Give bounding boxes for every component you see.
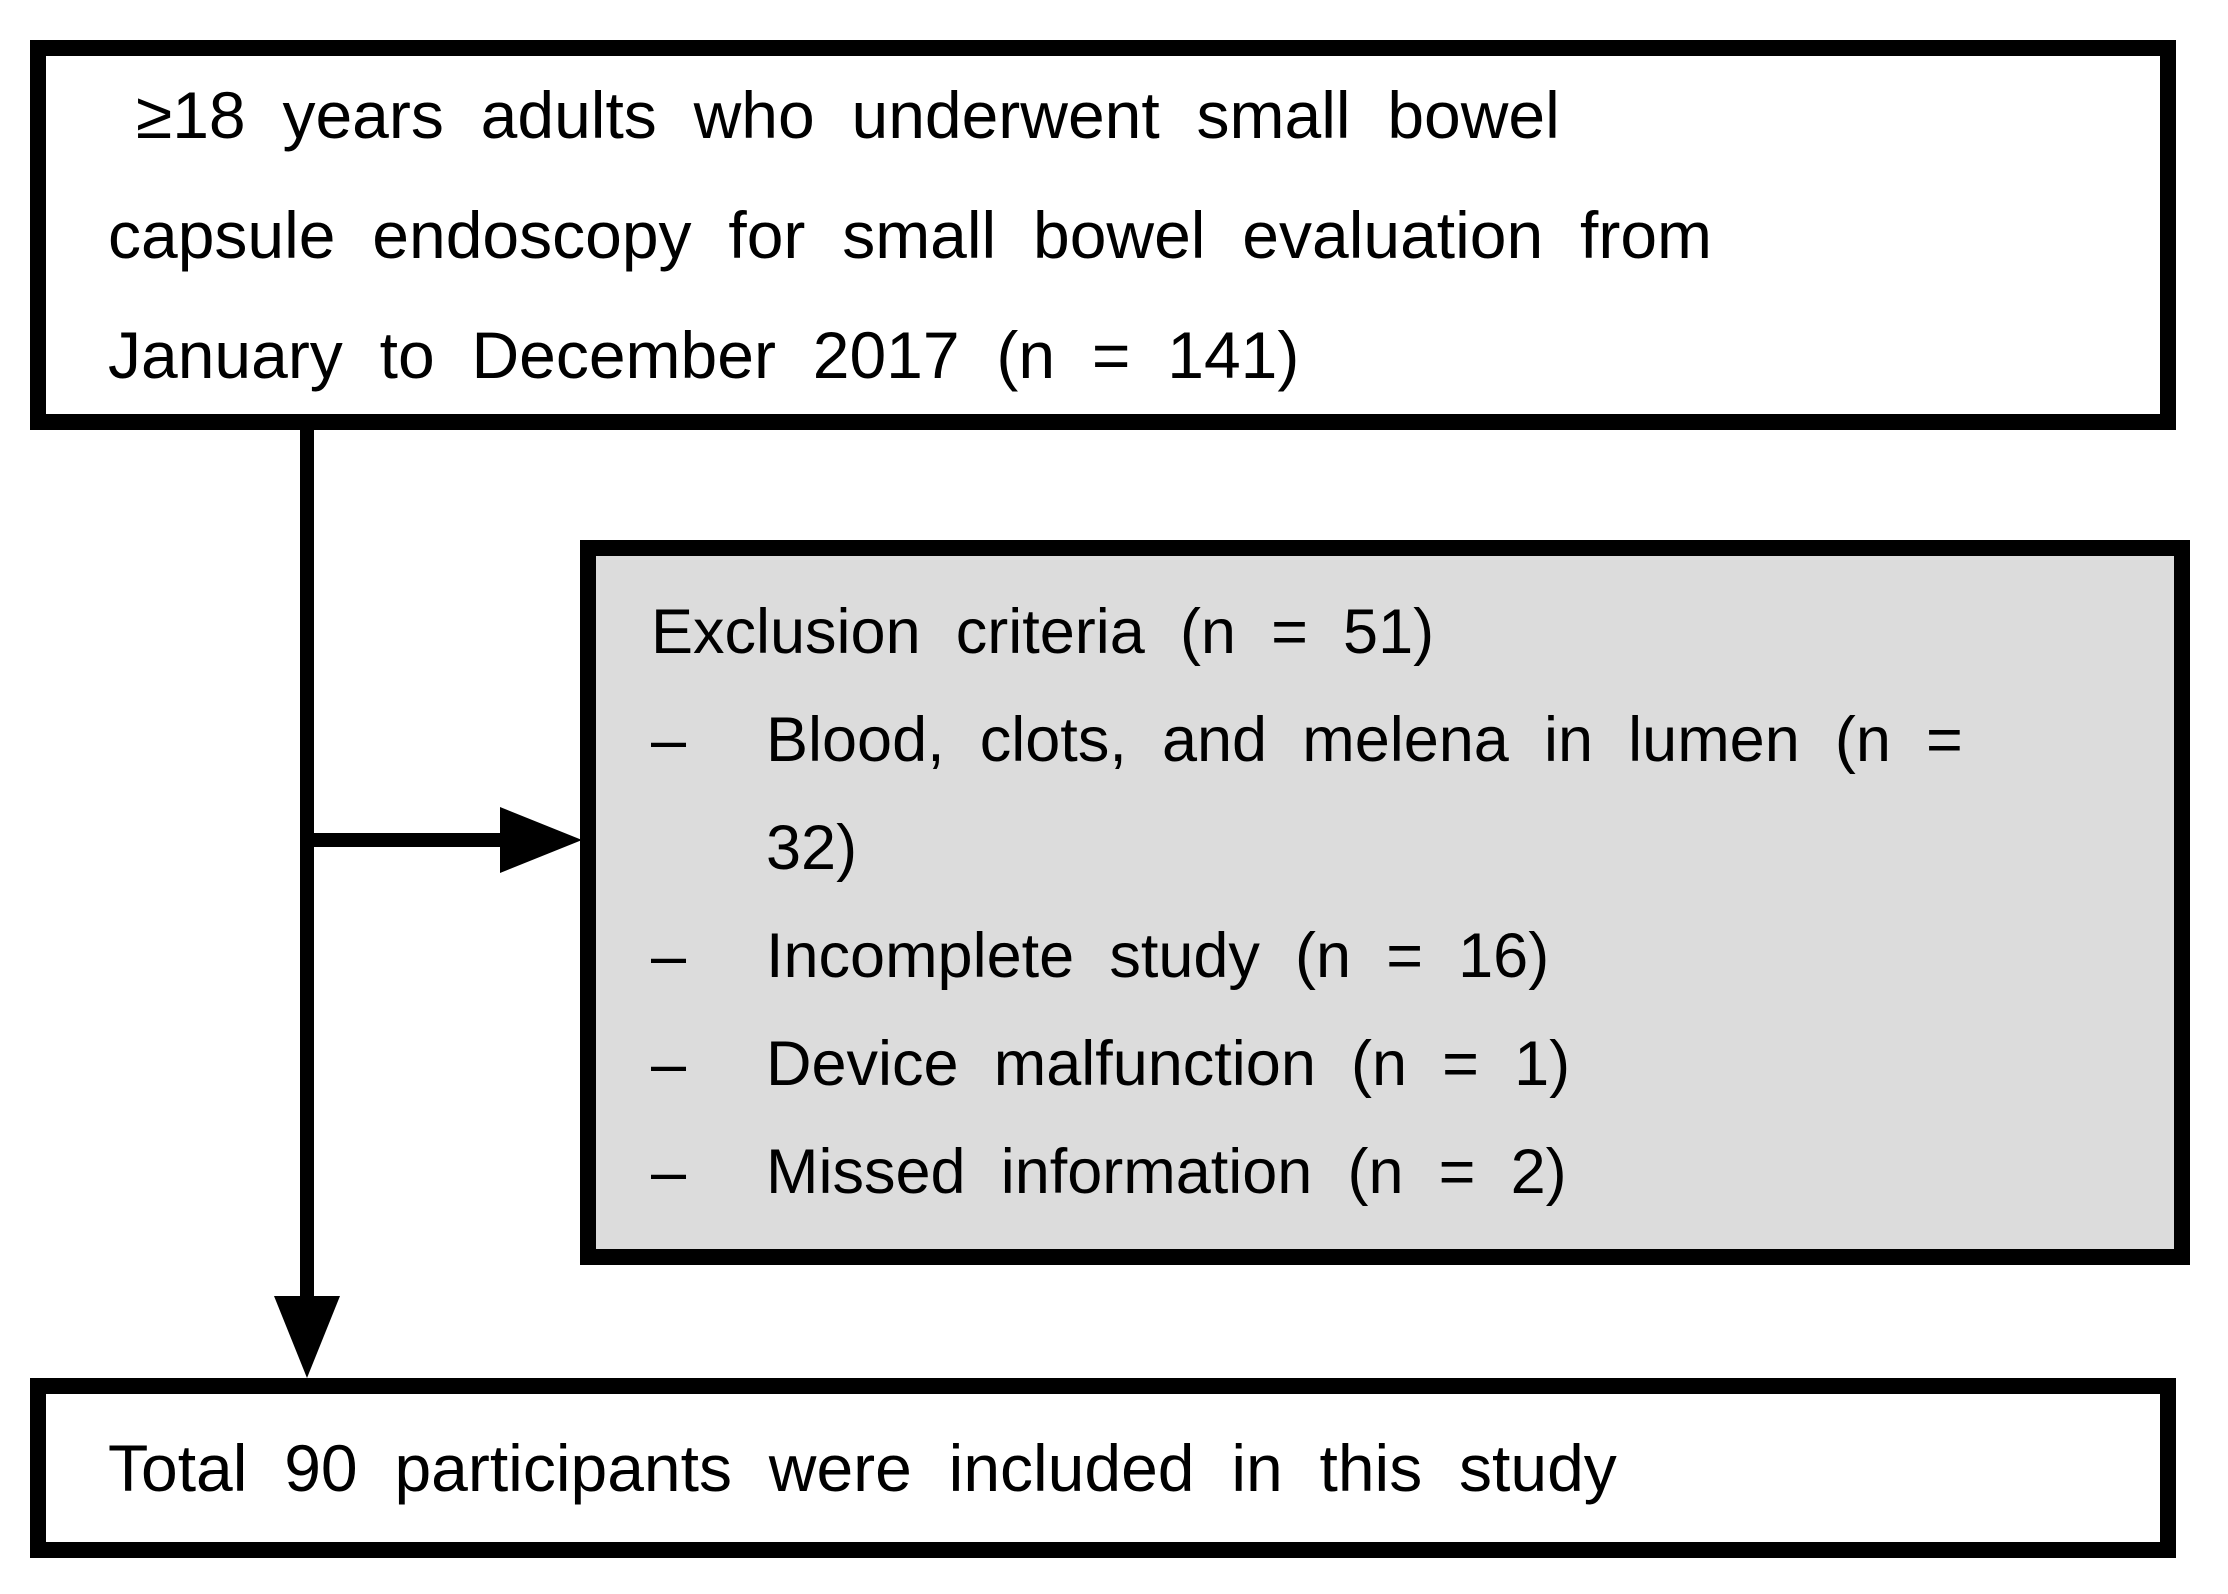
eligible-population-box: ≥18 years adults who underwent small bow… bbox=[30, 40, 2176, 430]
exclusion-item-text: Blood, clots, and melena in lumen (n = 3… bbox=[766, 705, 1963, 883]
exclusion-item: – Missed information (n = 2) bbox=[651, 1118, 2154, 1226]
exclusion-title: Exclusion criteria (n = 51) bbox=[651, 597, 1435, 667]
dash-bullet: – bbox=[651, 1137, 687, 1207]
dash-bullet: – bbox=[651, 705, 687, 775]
dash-bullet: – bbox=[651, 921, 687, 991]
right-arrowhead-icon bbox=[500, 807, 582, 873]
exclusion-item: – Device malfunction (n = 1) bbox=[651, 1010, 2154, 1118]
exclusion-item: – Incomplete study (n = 16) bbox=[651, 902, 2154, 1010]
dash-bullet: – bbox=[651, 1029, 687, 1099]
down-arrowhead-icon bbox=[274, 1296, 340, 1378]
exclusion-item-text: Incomplete study (n = 16) bbox=[766, 921, 1550, 991]
right-arrow-line bbox=[307, 833, 522, 847]
top-box-line-3: January to December 2017 (n = 141) bbox=[108, 318, 1300, 392]
bottom-box-text: Total 90 participants were included in t… bbox=[108, 1431, 1617, 1505]
exclusion-item: – Blood, clots, and melena in lumen (n = … bbox=[651, 686, 2154, 902]
exclusion-item-text: Device malfunction (n = 1) bbox=[766, 1029, 1571, 1099]
exclusion-criteria-box: Exclusion criteria (n = 51) – Blood, clot… bbox=[580, 540, 2190, 1265]
top-box-line-2: capsule endoscopy for small bowel evalua… bbox=[108, 198, 1713, 272]
top-box-line-1: ≥18 years adults who underwent small bow… bbox=[136, 78, 1560, 152]
exclusion-item-text: Missed information (n = 2) bbox=[766, 1137, 1567, 1207]
down-arrow-line bbox=[300, 430, 314, 1325]
exclusion-list: – Blood, clots, and melena in lumen (n = … bbox=[651, 686, 2154, 1226]
included-participants-box: Total 90 participants were included in t… bbox=[30, 1378, 2176, 1558]
